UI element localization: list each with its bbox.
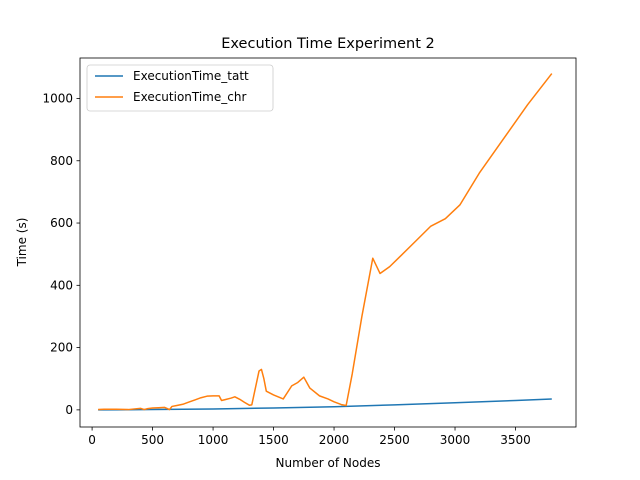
legend-label-tatt: ExecutionTime_tatt xyxy=(133,69,249,83)
y-tick-label: 200 xyxy=(50,341,73,355)
x-tick-label: 1000 xyxy=(198,433,229,447)
y-tick-label: 0 xyxy=(65,403,73,417)
y-tick-label: 600 xyxy=(50,216,73,230)
x-tick-label: 2500 xyxy=(379,433,410,447)
x-tick-label: 1500 xyxy=(258,433,289,447)
x-axis-label: Number of Nodes xyxy=(276,456,381,470)
series-line-0 xyxy=(98,398,552,411)
legend-label-chr: ExecutionTime_chr xyxy=(133,90,246,104)
legend-box xyxy=(86,64,274,112)
y-tick-label: 1000 xyxy=(42,91,73,105)
x-tick-label: 0 xyxy=(88,433,96,447)
series-line-1 xyxy=(98,73,553,411)
x-axis-ticks: 0 500 1000 1500 2000 2500 3000 3500 xyxy=(88,427,531,447)
legend: ExecutionTime_tatt ExecutionTime_chr xyxy=(86,64,274,112)
y-axis-ticks: 0 200 400 600 800 1000 xyxy=(42,91,80,417)
x-tick-label: 2000 xyxy=(319,433,350,447)
x-tick-label: 3500 xyxy=(500,433,531,447)
y-axis-label: Time (s) xyxy=(15,218,29,268)
series-layer xyxy=(98,73,553,411)
x-tick-label: 3000 xyxy=(440,433,471,447)
y-tick-label: 400 xyxy=(50,278,73,292)
axes-frame xyxy=(79,57,577,428)
plot-area xyxy=(80,58,576,427)
x-tick-label: 500 xyxy=(141,433,164,447)
chart-title: Execution Time Experiment 2 xyxy=(221,36,434,52)
y-tick-label: 800 xyxy=(50,154,73,168)
